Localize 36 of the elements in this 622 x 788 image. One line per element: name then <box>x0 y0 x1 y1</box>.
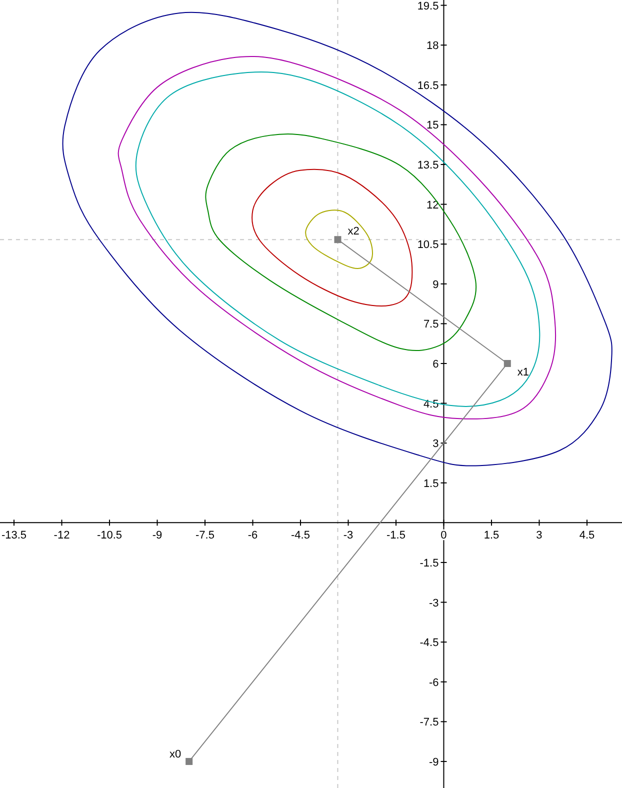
y-tick-label: -9 <box>428 756 439 768</box>
y-tick-label: -6 <box>428 676 439 689</box>
y-tick-label: 10.5 <box>417 239 439 252</box>
y-tick-label: 7.5 <box>423 318 439 331</box>
x-tick-label: -9 <box>152 530 162 542</box>
annotation: x2 <box>348 226 360 238</box>
x-tick-label: 1.5 <box>484 530 500 542</box>
y-tick-label: 1.5 <box>423 478 439 490</box>
x-tick-label: -6 <box>248 530 258 542</box>
x-tick-label: -10.5 <box>96 530 122 542</box>
x-tick-label: -3 <box>343 530 354 542</box>
y-tick-label: 9 <box>432 278 439 291</box>
y-tick-label: -7.5 <box>420 716 439 729</box>
x-tick-label: -12 <box>54 530 70 542</box>
y-tick-label: 18 <box>426 40 439 52</box>
x-tick-label: -1.5 <box>386 530 406 542</box>
point <box>504 360 511 367</box>
x-tick-label: 3 <box>536 530 542 542</box>
y-tick-label: 6 <box>432 358 439 370</box>
y-tick-label: 3 <box>432 438 439 450</box>
x-tick-label: -4.5 <box>291 530 310 542</box>
annotation: x1 <box>517 366 530 378</box>
y-tick-label: -3 <box>428 597 439 610</box>
point <box>334 236 342 244</box>
y-tick-label: 15 <box>426 120 439 132</box>
y-tick-label: 19.5 <box>417 0 439 12</box>
y-tick-label: 13.5 <box>417 160 439 172</box>
y-tick-label: 12 <box>426 199 439 212</box>
point <box>186 758 193 765</box>
annotation: x0 <box>169 748 182 760</box>
x-tick-label: 4.5 <box>579 530 595 542</box>
y-tick-label: -1.5 <box>420 557 439 570</box>
y-tick-label: -4.5 <box>420 637 439 650</box>
y-tick-label: 16.5 <box>417 80 439 92</box>
x-tick-label: -13.5 <box>1 530 27 542</box>
x-tick-label: -7.5 <box>196 530 214 542</box>
